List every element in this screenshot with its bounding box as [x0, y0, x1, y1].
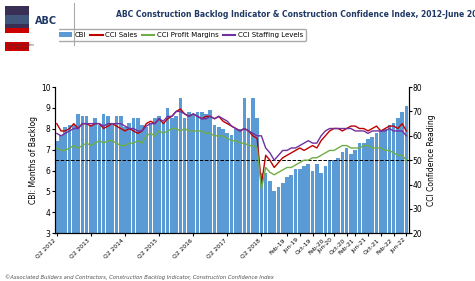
Bar	[306, 164, 310, 281]
Bar	[375, 133, 378, 281]
Bar	[55, 141, 58, 281]
Bar	[388, 125, 391, 281]
Bar	[5, 15, 29, 24]
Bar	[183, 118, 187, 281]
Y-axis label: CCI Confidence Reading: CCI Confidence Reading	[427, 114, 436, 206]
Bar	[234, 129, 238, 281]
Bar	[272, 191, 276, 281]
Bar	[119, 116, 123, 281]
Bar	[243, 98, 246, 281]
Bar	[213, 125, 216, 281]
Bar	[64, 127, 67, 281]
Bar	[264, 173, 267, 281]
Bar	[123, 127, 127, 281]
Bar	[149, 123, 152, 281]
Y-axis label: CBI: Months of Backlog: CBI: Months of Backlog	[29, 116, 38, 204]
Bar	[5, 33, 29, 42]
Bar	[226, 133, 229, 281]
Bar	[247, 118, 250, 281]
Bar	[85, 116, 88, 281]
Bar	[166, 108, 170, 281]
Bar	[110, 125, 114, 281]
Bar	[127, 123, 131, 281]
Legend: CBI, CCI Sales, CCI Profit Margins, CCI Staffing Levels: CBI, CCI Sales, CCI Profit Margins, CCI …	[57, 29, 306, 41]
Bar	[383, 129, 387, 281]
Bar	[238, 129, 242, 281]
Bar	[179, 98, 182, 281]
Bar	[276, 187, 280, 281]
Bar	[136, 118, 140, 281]
Text: ABC Construction Backlog Indicator & Construction Confidence Index, 2012-June 20: ABC Construction Backlog Indicator & Con…	[116, 10, 475, 19]
Bar	[256, 118, 259, 281]
Bar	[319, 173, 323, 281]
Bar	[392, 123, 395, 281]
Bar	[5, 24, 29, 33]
Bar	[5, 6, 29, 28]
Bar	[362, 144, 366, 281]
Bar	[72, 125, 76, 281]
Bar	[349, 154, 353, 281]
Bar	[285, 177, 289, 281]
Bar	[68, 125, 71, 281]
Bar	[196, 112, 200, 281]
Bar	[132, 118, 135, 281]
Text: ABC: ABC	[35, 16, 57, 26]
Bar	[204, 114, 208, 281]
Bar	[114, 116, 118, 281]
Bar	[405, 106, 408, 281]
Bar	[328, 160, 332, 281]
Bar	[209, 110, 212, 281]
Bar	[230, 135, 233, 281]
Bar	[140, 125, 144, 281]
Bar	[366, 139, 370, 281]
Bar	[345, 148, 349, 281]
Bar	[157, 116, 161, 281]
Bar	[302, 166, 306, 281]
Bar	[191, 114, 195, 281]
Bar	[106, 116, 110, 281]
Bar	[298, 169, 302, 281]
Bar	[153, 118, 157, 281]
Text: Associated Builders: Associated Builders	[7, 43, 34, 47]
Bar	[5, 42, 29, 51]
Bar	[144, 127, 148, 281]
Bar	[217, 127, 220, 281]
Bar	[187, 112, 191, 281]
Bar	[294, 169, 297, 281]
Bar	[396, 118, 399, 281]
Bar	[76, 114, 80, 281]
Bar	[332, 160, 336, 281]
Bar	[102, 114, 105, 281]
Bar	[311, 171, 314, 281]
Bar	[379, 131, 382, 281]
Bar	[200, 112, 203, 281]
Text: ©Associated Builders and Contractors, Construction Backlog Indicator, Constructi: ©Associated Builders and Contractors, Co…	[5, 274, 274, 280]
Bar	[162, 123, 165, 281]
Text: and Contractors: and Contractors	[7, 46, 29, 50]
Bar	[341, 152, 344, 281]
Bar	[174, 116, 178, 281]
Bar	[81, 116, 84, 281]
Bar	[289, 175, 293, 281]
Bar	[336, 158, 340, 281]
Bar	[370, 137, 374, 281]
Bar	[221, 129, 225, 281]
Bar	[93, 118, 97, 281]
Bar	[89, 125, 93, 281]
Bar	[268, 181, 272, 281]
Bar	[281, 183, 285, 281]
Bar	[353, 150, 357, 281]
Bar	[5, 6, 29, 15]
Bar	[400, 112, 404, 281]
Bar	[358, 144, 361, 281]
Bar	[251, 98, 255, 281]
Bar	[323, 166, 327, 281]
Bar	[59, 135, 63, 281]
Bar	[315, 164, 319, 281]
Bar	[260, 173, 263, 281]
Bar	[97, 125, 101, 281]
Bar	[170, 118, 174, 281]
